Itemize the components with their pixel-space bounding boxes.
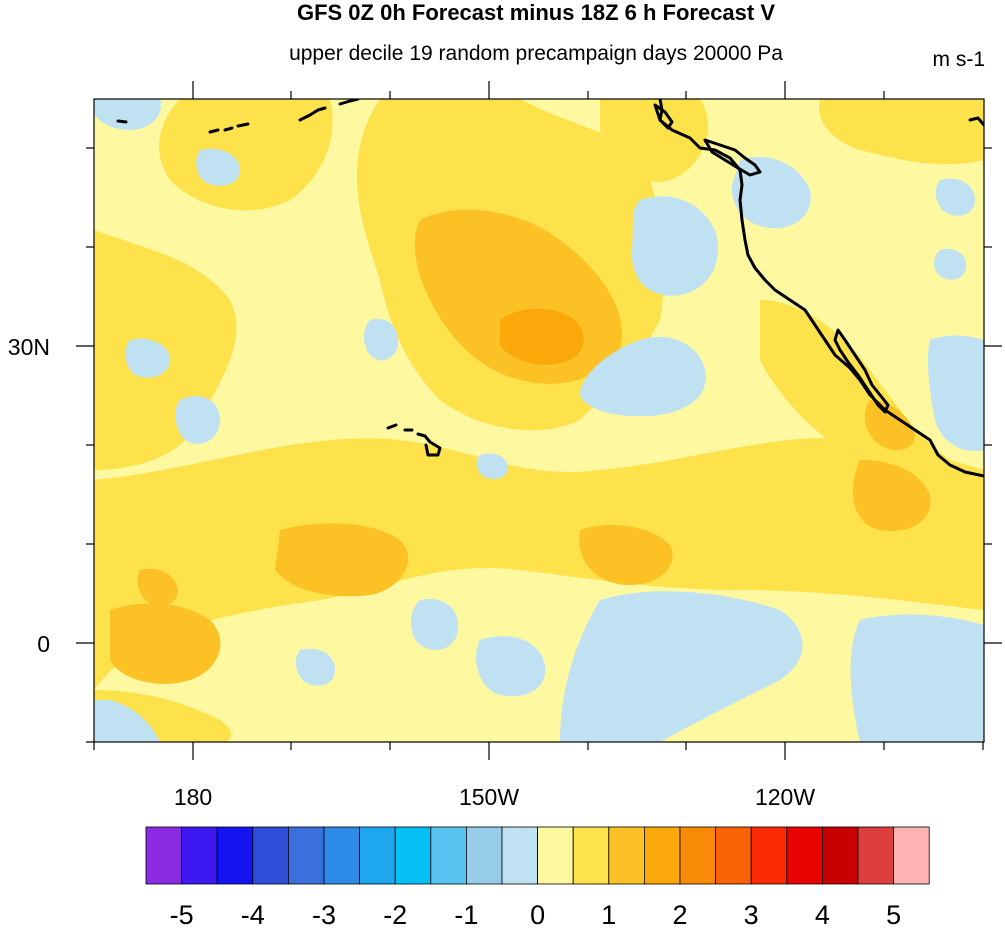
map-frame xyxy=(93,98,985,743)
x-tick-label-150w: 150W xyxy=(459,784,519,810)
colorbar-tick-label: -4 xyxy=(241,900,265,928)
north-america-coast xyxy=(658,99,984,478)
colorbar-box xyxy=(857,826,894,885)
map-subtitle: upper decile 19 random precampaign days … xyxy=(289,42,783,65)
colorbar-tick-label: 5 xyxy=(886,900,901,928)
aleutian-islands xyxy=(208,99,360,134)
colorbar-tick-label: 3 xyxy=(744,900,759,928)
colorbar-box xyxy=(216,826,254,885)
colorbar-box xyxy=(145,826,182,885)
edge-island-ne xyxy=(968,116,984,127)
colorbar-tick-label: 2 xyxy=(672,900,687,928)
colorbar-box xyxy=(394,826,432,885)
colorbar-box xyxy=(537,826,574,885)
colorbar-tick-label: -1 xyxy=(454,900,478,928)
contour-orange xyxy=(500,308,584,365)
alaska-panhandle-coast xyxy=(653,103,674,130)
units-label: m s-1 xyxy=(933,48,986,71)
colorbar-labels: -5 -4 -3 -2 -1 0 1 2 3 4 5 xyxy=(170,900,902,928)
tick-marks xyxy=(76,81,1002,760)
colorbar-box xyxy=(465,826,503,885)
british-columbia-coast xyxy=(703,138,762,177)
colorbar-box xyxy=(715,826,752,885)
colorbar-box xyxy=(323,826,360,885)
colorbar-box xyxy=(893,826,930,885)
aleutian-far-west xyxy=(116,119,128,124)
colorbar-tick-label: 4 xyxy=(815,900,830,928)
y-tick-label-0: 0 xyxy=(37,631,50,657)
x-tick-label-180: 180 xyxy=(174,784,212,810)
colorbar-box xyxy=(572,826,610,885)
colorbar-tick-label: 1 xyxy=(601,900,616,928)
coastlines xyxy=(116,99,984,478)
colorbar-box xyxy=(608,826,645,885)
colorbar-box xyxy=(786,826,823,885)
colorbar-tick-label: -5 xyxy=(170,900,194,928)
colorbar-tick-label: -3 xyxy=(312,900,336,928)
baja-california-coast xyxy=(833,328,890,414)
colorbar xyxy=(145,826,930,885)
colorbar-tick-label: -2 xyxy=(383,900,407,928)
x-tick-label-120w: 120W xyxy=(755,784,815,810)
colorbar-box xyxy=(644,826,681,885)
colorbar-box xyxy=(252,826,289,885)
y-tick-label-30n: 30N xyxy=(8,334,50,360)
map-title: GFS 0Z 0h Forecast minus 18Z 6 h Forecas… xyxy=(297,0,775,25)
colorbar-box xyxy=(430,826,467,885)
colorbar-tick-label: 0 xyxy=(530,900,545,928)
colorbar-box xyxy=(750,826,788,885)
colorbar-box xyxy=(501,826,538,885)
colorbar-box xyxy=(679,826,716,885)
colorbar-box xyxy=(359,826,396,885)
colorbar-box xyxy=(181,826,218,885)
contour-light-blue xyxy=(94,99,984,742)
hawaii-islands xyxy=(386,423,442,457)
map-field xyxy=(94,99,984,742)
colorbar-box xyxy=(822,826,859,885)
colorbar-box xyxy=(287,826,325,885)
